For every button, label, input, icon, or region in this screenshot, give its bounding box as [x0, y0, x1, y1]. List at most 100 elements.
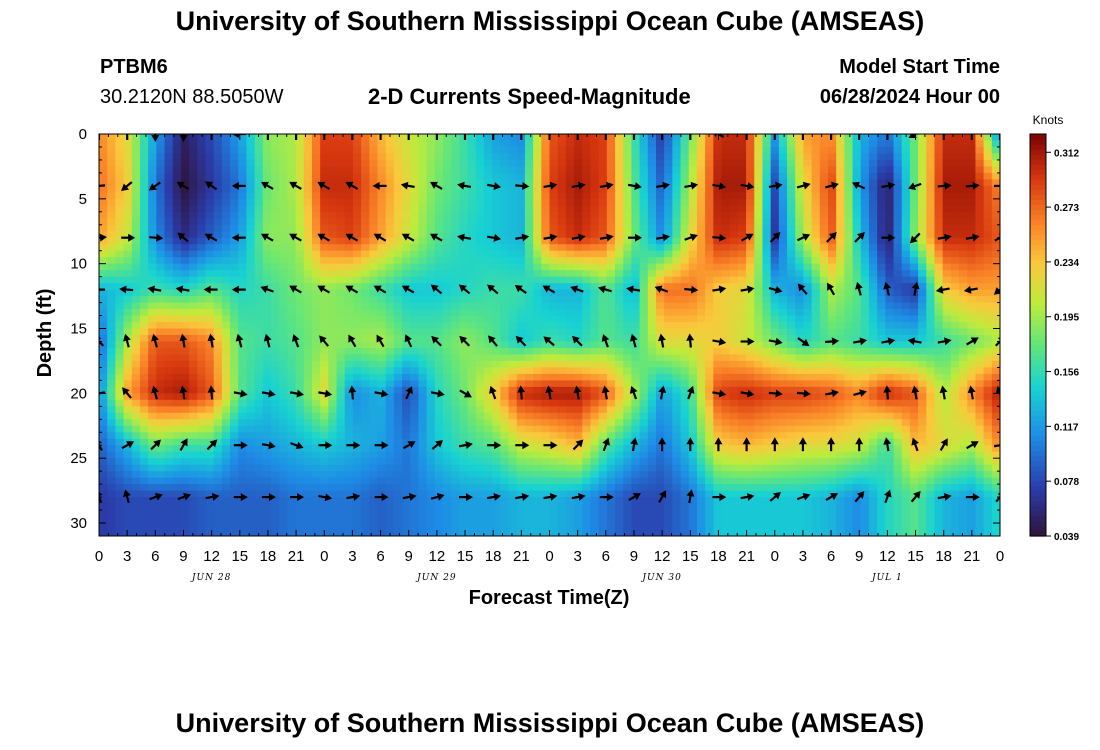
heatmap-cell	[647, 276, 657, 284]
heatmap-cell	[336, 244, 346, 252]
heatmap-cell	[778, 270, 788, 278]
heatmap-cell	[574, 153, 583, 161]
heatmap-cell	[811, 302, 821, 310]
heatmap-cell	[320, 367, 329, 375]
heatmap-cell	[459, 192, 469, 200]
heatmap-cell	[688, 296, 698, 304]
heatmap-cell	[909, 166, 919, 174]
heatmap-cell	[885, 322, 895, 330]
heatmap-cell	[524, 419, 534, 427]
heatmap-cell	[639, 205, 649, 213]
heatmap-cell	[852, 153, 862, 161]
heatmap-cell	[754, 257, 764, 265]
heatmap-cell	[361, 302, 370, 310]
heatmap-cell	[107, 231, 116, 239]
heatmap-cell	[959, 419, 968, 427]
heatmap-cell	[606, 354, 616, 362]
heatmap-cell	[115, 406, 125, 414]
heatmap-cell	[344, 341, 354, 349]
heatmap-cell	[959, 224, 968, 232]
heatmap-cell	[213, 406, 223, 414]
heatmap-cell	[877, 159, 886, 168]
heatmap-cell	[803, 185, 813, 193]
heatmap-cell	[705, 250, 714, 258]
heatmap-cell	[942, 354, 952, 362]
heatmap-cell	[197, 380, 207, 388]
heatmap-cell	[99, 263, 108, 271]
heatmap-cell	[950, 289, 960, 297]
heatmap-cell	[418, 179, 428, 187]
heatmap-cell	[107, 360, 116, 369]
heatmap-cell	[549, 257, 559, 265]
heatmap-cell	[819, 296, 829, 304]
heatmap-cell	[631, 296, 641, 304]
heatmap-cell	[991, 134, 1000, 142]
heatmap-cell	[967, 192, 977, 200]
heatmap-cell	[721, 270, 731, 278]
heatmap-cell	[672, 185, 682, 193]
heatmap-cell	[672, 341, 682, 349]
heatmap-cell	[852, 166, 862, 174]
heatmap-cell	[926, 354, 936, 362]
heatmap-cell	[336, 399, 346, 407]
heatmap-cell	[410, 393, 420, 401]
heatmap-cell	[803, 172, 813, 180]
heatmap-cell	[524, 360, 534, 369]
heatmap-cell	[672, 393, 682, 401]
heatmap-cell	[795, 192, 805, 200]
heatmap-cell	[451, 192, 460, 200]
heatmap-cell	[762, 335, 772, 343]
heatmap-cell	[975, 341, 985, 349]
heatmap-cell	[836, 185, 845, 193]
heatmap-cell	[123, 315, 133, 323]
heatmap-cell	[148, 406, 157, 414]
heatmap-cell	[991, 360, 1000, 369]
heatmap-cell	[639, 380, 649, 388]
heatmap-cell	[189, 406, 198, 414]
heatmap-cell	[311, 393, 321, 401]
heatmap-cell	[271, 224, 280, 232]
heatmap-cell	[271, 360, 280, 369]
heatmap-cell	[115, 354, 125, 362]
heatmap-cell	[99, 393, 108, 401]
heatmap-cell	[500, 192, 510, 200]
heatmap-cell	[99, 328, 108, 336]
heatmap-cell	[189, 354, 198, 362]
heatmap-cell	[213, 198, 223, 206]
heatmap-cell	[664, 237, 673, 245]
heatmap-cell	[844, 237, 854, 245]
heatmap-cell	[123, 257, 133, 265]
heatmap-cell	[541, 360, 551, 369]
heatmap-cell	[868, 412, 878, 420]
heatmap-cell	[320, 276, 329, 284]
heatmap-cell	[295, 218, 305, 226]
heatmap-cell	[926, 224, 936, 232]
heatmap-cell	[139, 198, 149, 206]
heatmap-cell	[402, 347, 411, 356]
heatmap-cell	[877, 335, 886, 343]
heatmap-cell	[852, 393, 862, 401]
heatmap-cell	[582, 283, 592, 291]
heatmap-cell	[467, 250, 477, 258]
heatmap-cell	[836, 386, 845, 394]
heatmap-cell	[107, 393, 116, 401]
heatmap-cell	[778, 244, 788, 252]
heatmap-cell	[959, 146, 968, 155]
heatmap-cell	[721, 276, 731, 284]
heatmap-cell	[664, 250, 673, 258]
heatmap-cell	[836, 172, 845, 180]
heatmap-cell	[991, 386, 1000, 394]
heatmap-cell	[377, 360, 387, 369]
heatmap-cell	[664, 172, 673, 180]
heatmap-cell	[778, 224, 788, 232]
heatmap-cell	[352, 276, 362, 284]
heatmap-cell	[885, 276, 895, 284]
heatmap-cell	[762, 146, 772, 155]
heatmap-cell	[631, 419, 641, 427]
heatmap-cell	[123, 354, 133, 362]
heatmap-cell	[254, 315, 264, 323]
heatmap-cell	[221, 328, 231, 336]
heatmap-cell	[172, 380, 182, 388]
heatmap-cell	[483, 172, 493, 180]
heatmap-cell	[443, 296, 452, 304]
